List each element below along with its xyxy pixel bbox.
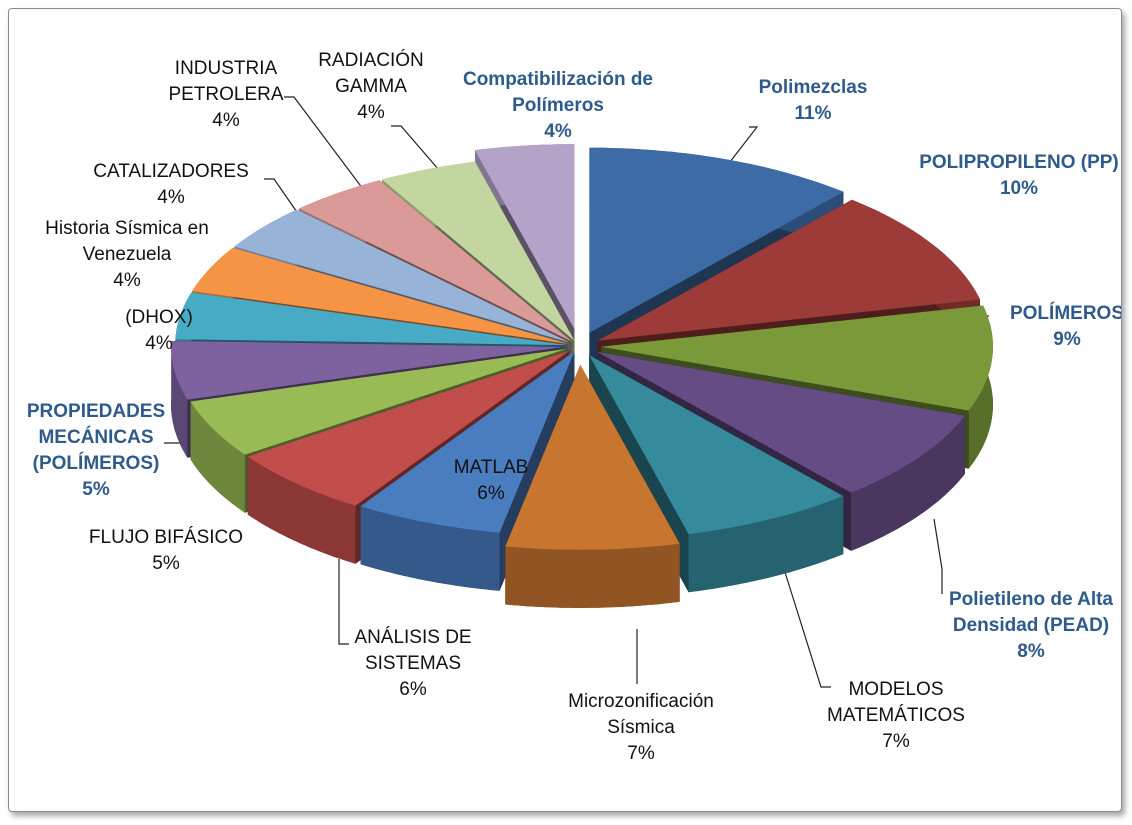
slice-label: RADIACIÓN GAMMA 4%: [301, 48, 441, 126]
slice: [475, 144, 575, 330]
slice-name: MATLAB: [453, 457, 529, 478]
slice: [601, 305, 993, 411]
slice-name: RADIACIÓN GAMMA: [318, 50, 424, 97]
slice: [192, 247, 568, 344]
slice-label: ANÁLISIS DE SISTEMAS 6%: [328, 625, 498, 703]
slice: [382, 161, 575, 341]
slice-label: FLUJO BIFÁSICO 5%: [66, 525, 266, 577]
slice: [190, 348, 567, 455]
slice-label: INDUSTRIA PETROLERA 4%: [156, 56, 296, 134]
slice: [589, 147, 844, 333]
slice-side: [851, 415, 965, 551]
slice-side: [688, 496, 844, 593]
slice-label: Historia Sísmica en Venezuela 4%: [42, 216, 212, 294]
slice-value-label: 4%: [145, 333, 173, 354]
slice-value-label: 7%: [627, 743, 655, 764]
slice-name: POLÍMEROS: [1009, 303, 1122, 324]
slice: [247, 350, 570, 506]
leader: [338, 559, 349, 645]
slice-label: MODELOS MATEMÁTICOS 7%: [801, 677, 991, 755]
slice-value-label: 11%: [794, 103, 832, 124]
slice-name: Polietileno de Alta Densidad (PEAD): [949, 589, 1113, 636]
slice-value-label: 8%: [1017, 641, 1045, 662]
slice-side: [360, 506, 500, 591]
slice-value-label: 7%: [882, 731, 910, 752]
slice: [597, 351, 965, 493]
slice: [360, 351, 575, 591]
slice-value-label: 10%: [999, 178, 1039, 199]
slice-side: [247, 456, 356, 564]
slice-name: FLUJO BIFÁSICO: [88, 527, 244, 548]
slice: [234, 209, 570, 343]
slice: [505, 364, 680, 608]
slice-label: POLIPROPILENO (PP) 10%: [914, 150, 1121, 202]
slice-name: Polimezclas: [758, 77, 868, 98]
slice-side: [171, 341, 188, 458]
chart-frame: Polimezclas 11% POLIPROPILENO (PP) 10% POLÍM…: [8, 8, 1122, 812]
leader: [933, 518, 943, 594]
slice: [299, 180, 572, 342]
slice: [171, 341, 564, 400]
slice-value-label: 4%: [113, 270, 141, 291]
slice-label: Polietileno de Alta Densidad (PEAD) 8%: [921, 587, 1121, 665]
slice-label: POLÍMEROS 9%: [1002, 301, 1122, 353]
slice-name: CATALIZADORES: [93, 161, 249, 182]
slice-side: [190, 401, 245, 513]
slice: [589, 355, 844, 535]
slice-name: (DHOX): [125, 307, 193, 328]
slice-name: INDUSTRIA PETROLERA: [168, 58, 284, 105]
slice-label: Compatibilización de Polímeros 4%: [453, 67, 663, 145]
slice-label: Microzonificación Sísmica 7%: [546, 689, 736, 767]
slice-value-label: 4%: [157, 187, 185, 208]
slice-name: ANÁLISIS DE SISTEMAS: [354, 627, 472, 674]
slice-value-label: 4%: [212, 110, 240, 131]
slice-label: PROPIEDADES MECÁNICAS (POLÍMEROS) 5%: [11, 399, 181, 503]
slice-label: (DHOX) 4%: [104, 305, 214, 357]
slice-name: Historia Sísmica en Venezuela: [45, 218, 209, 265]
slice: [597, 199, 980, 341]
slice: [505, 364, 680, 550]
leader: [284, 96, 388, 222]
slice-name: MODELOS MATEMÁTICOS: [827, 679, 965, 726]
slice: [175, 292, 568, 346]
leader: [783, 568, 831, 688]
slice-label: Polimezclas 11%: [713, 75, 913, 127]
slice: [360, 351, 575, 533]
slice-name: POLIPROPILENO (PP): [919, 152, 1119, 173]
slice-name: PROPIEDADES MECÁNICAS (POLÍMEROS): [26, 401, 166, 474]
slice-value-label: 4%: [544, 121, 572, 142]
slice-label: MATLAB 6%: [431, 455, 551, 507]
slice-value-label: 6%: [477, 483, 505, 504]
slice-value-label: 6%: [399, 679, 427, 700]
chart: [164, 96, 993, 688]
slice-value-label: 4%: [357, 102, 385, 123]
slice-label: CATALIZADORES 4%: [71, 159, 271, 211]
slice-name: Microzonificación Sísmica: [568, 691, 714, 738]
slice-value-label: 5%: [152, 553, 180, 574]
slice-name: Compatibilización de Polímeros: [462, 69, 654, 116]
slice-value-label: 9%: [1053, 329, 1081, 350]
slice-value-label: 5%: [82, 479, 110, 500]
slice-side: [505, 543, 680, 608]
